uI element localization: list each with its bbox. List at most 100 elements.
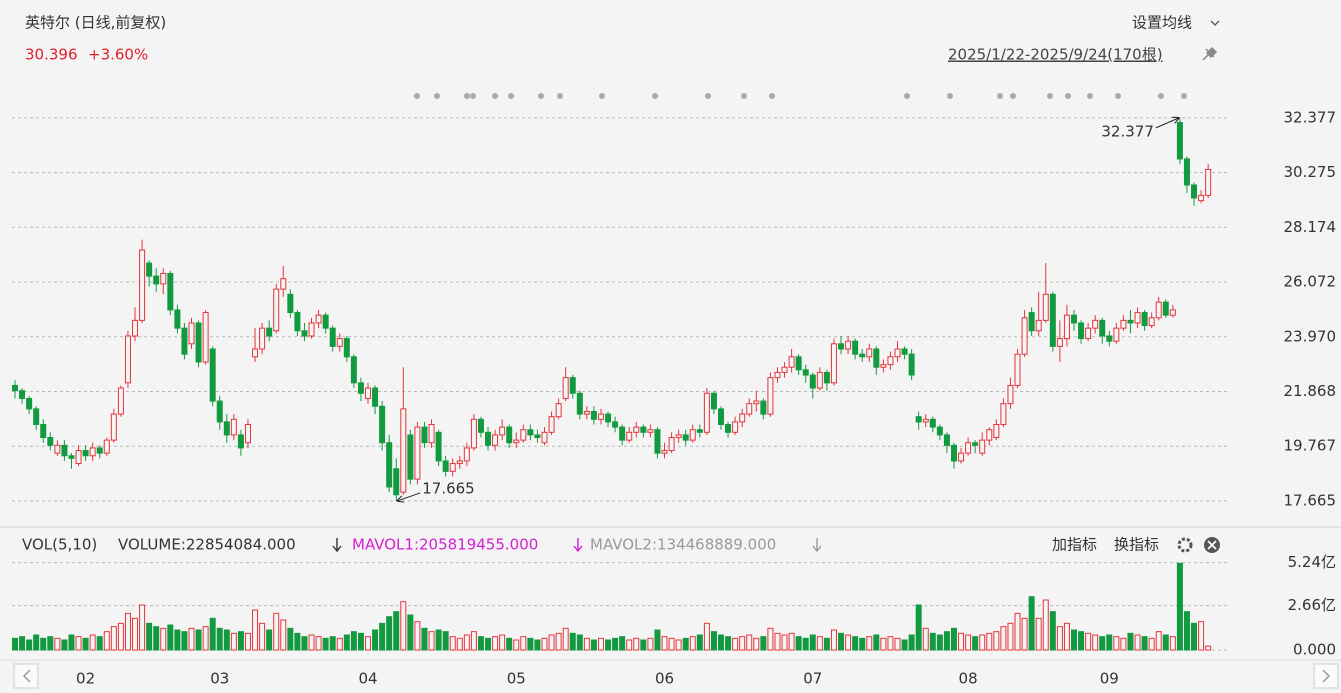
- volume-bar: [972, 636, 979, 651]
- ma-setting[interactable]: 设置均线: [1132, 14, 1192, 32]
- volume-bar: [89, 634, 96, 651]
- volume-bar: [562, 627, 569, 651]
- candle-body: [1127, 319, 1134, 324]
- volume-bar: [379, 622, 386, 651]
- candle-body: [823, 371, 830, 384]
- volume-bar: [619, 636, 626, 651]
- candle-body: [315, 314, 322, 324]
- volume-bar: [449, 636, 456, 651]
- volume-bar: [788, 632, 795, 651]
- candle-body: [838, 343, 845, 350]
- candle-body: [61, 444, 68, 457]
- volume-bar: [223, 629, 230, 651]
- scroll-right[interactable]: [1313, 663, 1339, 689]
- volume-bar: [75, 636, 82, 651]
- candle-body: [845, 340, 852, 350]
- scroll-right-icon[interactable]: [1322, 669, 1331, 683]
- candle-body: [1120, 319, 1127, 329]
- volume-bar: [965, 634, 972, 651]
- volume-bar: [414, 621, 421, 651]
- candle-body: [682, 434, 689, 441]
- volume-bar: [485, 637, 492, 651]
- volume-bar: [442, 631, 449, 651]
- x-tick-label: 02: [76, 670, 95, 688]
- candle-body: [195, 322, 202, 363]
- volume-bar: [400, 601, 407, 651]
- candle-body: [795, 356, 802, 371]
- candle-body: [442, 460, 449, 472]
- volume-bar: [520, 636, 527, 651]
- candle-body: [746, 403, 753, 415]
- volume-bar: [315, 636, 322, 651]
- chevron-icon[interactable]: [1210, 20, 1220, 26]
- candle-body: [647, 429, 654, 433]
- candle-body: [816, 371, 823, 389]
- x-tick-label: 09: [1100, 670, 1119, 688]
- candle-body: [266, 327, 273, 337]
- volume-bar: [725, 636, 732, 651]
- volume-bar: [802, 637, 809, 651]
- volume-bar: [1205, 645, 1212, 651]
- volume-bar: [308, 634, 315, 651]
- candle-body: [1176, 121, 1183, 160]
- volume-bar: [823, 637, 830, 651]
- volume-bar: [541, 637, 548, 651]
- down-arrow: [573, 538, 583, 553]
- settings-icon[interactable]: [1177, 537, 1193, 553]
- volume-bar: [1014, 612, 1021, 651]
- volume-bar: [555, 632, 562, 651]
- candle-body: [188, 322, 195, 345]
- candle-body: [252, 348, 259, 358]
- candle-body: [1056, 338, 1063, 347]
- candle-body: [936, 426, 943, 436]
- y-tick-label: 23.970: [1284, 327, 1337, 345]
- close-cross[interactable]: [1207, 540, 1217, 550]
- volume-bar: [1183, 611, 1190, 651]
- volume-bar: [499, 634, 506, 651]
- volume-bar: [477, 636, 484, 651]
- volume-bar: [654, 629, 661, 651]
- candle-body: [365, 387, 371, 399]
- volume-bar: [845, 634, 852, 651]
- candle-body: [322, 314, 329, 329]
- candle-body: [583, 410, 590, 415]
- candle-body: [1071, 314, 1077, 324]
- candle-body: [605, 413, 612, 423]
- volume-bar: [703, 622, 710, 651]
- down-arrow: [812, 538, 822, 553]
- volume-bar: [1092, 634, 1099, 651]
- volume-bar: [696, 634, 703, 651]
- candle-body: [343, 338, 350, 358]
- volume-bar: [266, 629, 273, 651]
- volume-bar: [1191, 622, 1198, 651]
- volume-bar: [82, 637, 89, 651]
- candle-body: [703, 392, 710, 433]
- date-range[interactable]: 2025/1/22-2025/9/24(170根): [948, 46, 1163, 64]
- volume-bar: [195, 629, 202, 651]
- candle-body: [463, 447, 470, 462]
- scroll-left[interactable]: [13, 663, 39, 689]
- volume-bar: [350, 631, 357, 651]
- candle-body: [209, 348, 216, 402]
- candle-body: [612, 421, 619, 428]
- candle-body: [386, 442, 393, 488]
- candle-body: [513, 439, 520, 444]
- volume-bar: [958, 632, 965, 651]
- switch-indicator[interactable]: 换指标: [1114, 536, 1159, 554]
- volume-bar: [710, 631, 717, 651]
- candle-body: [576, 392, 583, 415]
- candle-body: [597, 413, 604, 420]
- volume-bar: [1176, 562, 1183, 651]
- candle-body: [590, 410, 597, 420]
- add-indicator[interactable]: 加指标: [1052, 536, 1097, 554]
- volume-bar: [866, 636, 873, 651]
- candle-body: [993, 424, 1000, 439]
- candle-body: [1205, 168, 1212, 196]
- volume-bar: [887, 636, 894, 651]
- pin-icon[interactable]: [1202, 46, 1218, 61]
- scroll-left-icon[interactable]: [22, 669, 31, 683]
- candle-body: [1092, 319, 1099, 329]
- candle-body: [75, 450, 82, 465]
- candle-body: [1078, 322, 1085, 340]
- volume-bar: [1113, 636, 1120, 651]
